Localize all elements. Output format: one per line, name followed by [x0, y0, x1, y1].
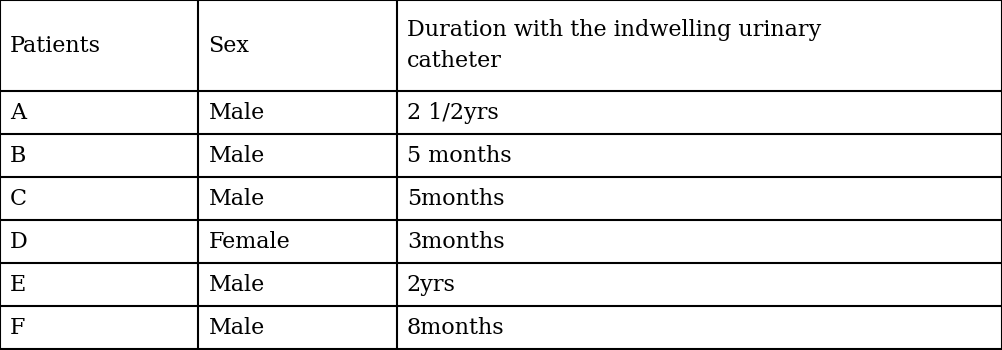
Text: Male: Male — [208, 102, 265, 124]
Text: Male: Male — [208, 274, 265, 296]
Text: Male: Male — [208, 188, 265, 210]
Text: 5 months: 5 months — [407, 145, 511, 167]
Text: Sex: Sex — [208, 35, 249, 56]
Text: 3months: 3months — [407, 231, 504, 253]
Text: C: C — [10, 188, 27, 210]
Text: Female: Female — [208, 231, 291, 253]
Text: 8months: 8months — [407, 317, 504, 339]
Text: D: D — [10, 231, 28, 253]
Text: 2yrs: 2yrs — [407, 274, 456, 296]
Text: Male: Male — [208, 145, 265, 167]
Text: Male: Male — [208, 317, 265, 339]
Text: 2 1/2yrs: 2 1/2yrs — [407, 102, 499, 124]
Text: B: B — [10, 145, 26, 167]
Text: E: E — [10, 274, 26, 296]
Text: 5months: 5months — [407, 188, 504, 210]
Text: Patients: Patients — [10, 35, 101, 56]
Text: F: F — [10, 317, 25, 339]
Text: Duration with the indwelling urinary
catheter: Duration with the indwelling urinary cat… — [407, 19, 821, 72]
Text: A: A — [10, 102, 26, 124]
